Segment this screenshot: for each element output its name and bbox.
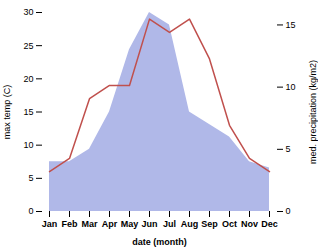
svg-text:10: 10 — [286, 82, 296, 92]
svg-text:Feb: Feb — [61, 219, 78, 229]
svg-text:Jan: Jan — [42, 219, 58, 229]
svg-text:Aug: Aug — [181, 219, 199, 229]
svg-text:5: 5 — [28, 173, 33, 183]
svg-text:Sep: Sep — [201, 219, 218, 229]
svg-text:Mar: Mar — [81, 219, 98, 229]
svg-text:5: 5 — [286, 144, 291, 154]
svg-text:Nov: Nov — [241, 219, 258, 229]
svg-text:0: 0 — [286, 206, 291, 216]
svg-text:Apr: Apr — [102, 219, 118, 229]
svg-text:Oct: Oct — [222, 219, 237, 229]
svg-text:med. precipitation (kg/m2): med. precipitation (kg/m2) — [308, 60, 318, 164]
svg-text:Dec: Dec — [261, 219, 278, 229]
svg-text:May: May — [121, 219, 139, 229]
svg-text:25: 25 — [23, 41, 33, 51]
svg-text:20: 20 — [23, 74, 33, 84]
svg-text:Jun: Jun — [141, 219, 157, 229]
svg-text:0: 0 — [28, 206, 33, 216]
svg-text:max temp (C): max temp (C) — [2, 85, 12, 140]
svg-text:Jul: Jul — [163, 219, 176, 229]
svg-text:date (month): date (month) — [132, 237, 187, 247]
svg-text:30: 30 — [23, 7, 33, 17]
svg-text:15: 15 — [286, 20, 296, 30]
svg-text:15: 15 — [23, 107, 33, 117]
svg-text:10: 10 — [23, 140, 33, 150]
